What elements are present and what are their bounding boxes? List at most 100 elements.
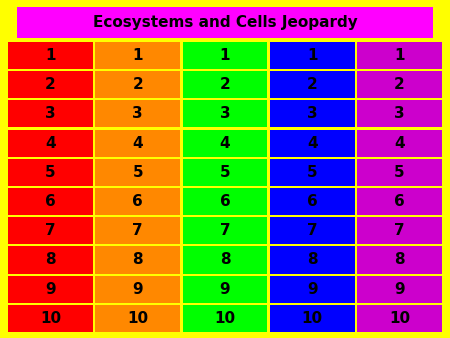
- Text: 6: 6: [307, 194, 318, 209]
- FancyBboxPatch shape: [183, 129, 267, 157]
- FancyBboxPatch shape: [183, 100, 267, 127]
- Text: 6: 6: [45, 194, 56, 209]
- FancyBboxPatch shape: [8, 100, 93, 127]
- Text: 8: 8: [394, 252, 405, 267]
- Text: 2: 2: [220, 77, 230, 92]
- Text: 8: 8: [132, 252, 143, 267]
- FancyBboxPatch shape: [8, 275, 93, 303]
- FancyBboxPatch shape: [95, 305, 180, 332]
- FancyBboxPatch shape: [270, 305, 355, 332]
- Text: 8: 8: [220, 252, 230, 267]
- FancyBboxPatch shape: [183, 217, 267, 244]
- FancyBboxPatch shape: [95, 217, 180, 244]
- FancyBboxPatch shape: [95, 42, 180, 69]
- Text: 1: 1: [220, 48, 230, 63]
- Text: 3: 3: [45, 106, 56, 121]
- Text: 10: 10: [40, 311, 61, 326]
- FancyBboxPatch shape: [183, 246, 267, 273]
- Text: 2: 2: [132, 77, 143, 92]
- Text: 9: 9: [45, 282, 56, 297]
- Text: 1: 1: [307, 48, 318, 63]
- FancyBboxPatch shape: [183, 275, 267, 303]
- Text: 3: 3: [132, 106, 143, 121]
- Text: 2: 2: [45, 77, 56, 92]
- FancyBboxPatch shape: [183, 71, 267, 98]
- Text: 7: 7: [394, 223, 405, 238]
- Text: 8: 8: [307, 252, 318, 267]
- FancyBboxPatch shape: [357, 100, 442, 127]
- Text: Ecosystems and Cells Jeopardy: Ecosystems and Cells Jeopardy: [93, 15, 357, 30]
- Text: 6: 6: [220, 194, 230, 209]
- Text: 5: 5: [220, 165, 230, 180]
- FancyBboxPatch shape: [357, 305, 442, 332]
- FancyBboxPatch shape: [95, 246, 180, 273]
- Text: 4: 4: [220, 136, 230, 151]
- Text: 1: 1: [45, 48, 56, 63]
- FancyBboxPatch shape: [183, 42, 267, 69]
- FancyBboxPatch shape: [183, 159, 267, 186]
- Text: 8: 8: [45, 252, 56, 267]
- Text: 9: 9: [220, 282, 230, 297]
- FancyBboxPatch shape: [357, 275, 442, 303]
- Text: 4: 4: [132, 136, 143, 151]
- FancyBboxPatch shape: [17, 7, 433, 38]
- Text: 1: 1: [394, 48, 405, 63]
- FancyBboxPatch shape: [95, 129, 180, 157]
- FancyBboxPatch shape: [95, 275, 180, 303]
- Text: 4: 4: [394, 136, 405, 151]
- Text: 1: 1: [132, 48, 143, 63]
- Text: 6: 6: [394, 194, 405, 209]
- Text: 5: 5: [132, 165, 143, 180]
- Text: 9: 9: [394, 282, 405, 297]
- Text: 7: 7: [45, 223, 56, 238]
- FancyBboxPatch shape: [8, 159, 93, 186]
- Text: 10: 10: [389, 311, 410, 326]
- FancyBboxPatch shape: [183, 305, 267, 332]
- FancyBboxPatch shape: [270, 71, 355, 98]
- FancyBboxPatch shape: [357, 42, 442, 69]
- FancyBboxPatch shape: [8, 129, 93, 157]
- FancyBboxPatch shape: [95, 100, 180, 127]
- Text: 4: 4: [307, 136, 318, 151]
- FancyBboxPatch shape: [8, 246, 93, 273]
- Text: 6: 6: [132, 194, 143, 209]
- Text: 5: 5: [307, 165, 318, 180]
- Text: 5: 5: [394, 165, 405, 180]
- FancyBboxPatch shape: [357, 246, 442, 273]
- FancyBboxPatch shape: [357, 217, 442, 244]
- FancyBboxPatch shape: [270, 159, 355, 186]
- FancyBboxPatch shape: [95, 71, 180, 98]
- FancyBboxPatch shape: [95, 188, 180, 215]
- Text: 3: 3: [394, 106, 405, 121]
- FancyBboxPatch shape: [270, 100, 355, 127]
- FancyBboxPatch shape: [8, 305, 93, 332]
- FancyBboxPatch shape: [357, 129, 442, 157]
- Text: 3: 3: [307, 106, 318, 121]
- Text: 2: 2: [307, 77, 318, 92]
- Text: 10: 10: [302, 311, 323, 326]
- FancyBboxPatch shape: [8, 71, 93, 98]
- Text: 4: 4: [45, 136, 56, 151]
- Text: 7: 7: [220, 223, 230, 238]
- Text: 3: 3: [220, 106, 230, 121]
- FancyBboxPatch shape: [357, 159, 442, 186]
- FancyBboxPatch shape: [8, 217, 93, 244]
- Text: 7: 7: [307, 223, 318, 238]
- Text: 7: 7: [132, 223, 143, 238]
- FancyBboxPatch shape: [8, 188, 93, 215]
- FancyBboxPatch shape: [270, 42, 355, 69]
- FancyBboxPatch shape: [270, 217, 355, 244]
- FancyBboxPatch shape: [357, 71, 442, 98]
- FancyBboxPatch shape: [95, 159, 180, 186]
- FancyBboxPatch shape: [270, 275, 355, 303]
- Text: 2: 2: [394, 77, 405, 92]
- Text: 10: 10: [127, 311, 148, 326]
- Text: 9: 9: [307, 282, 318, 297]
- FancyBboxPatch shape: [270, 129, 355, 157]
- FancyBboxPatch shape: [270, 188, 355, 215]
- FancyBboxPatch shape: [357, 188, 442, 215]
- Text: 5: 5: [45, 165, 56, 180]
- FancyBboxPatch shape: [270, 246, 355, 273]
- FancyBboxPatch shape: [183, 188, 267, 215]
- Text: 9: 9: [132, 282, 143, 297]
